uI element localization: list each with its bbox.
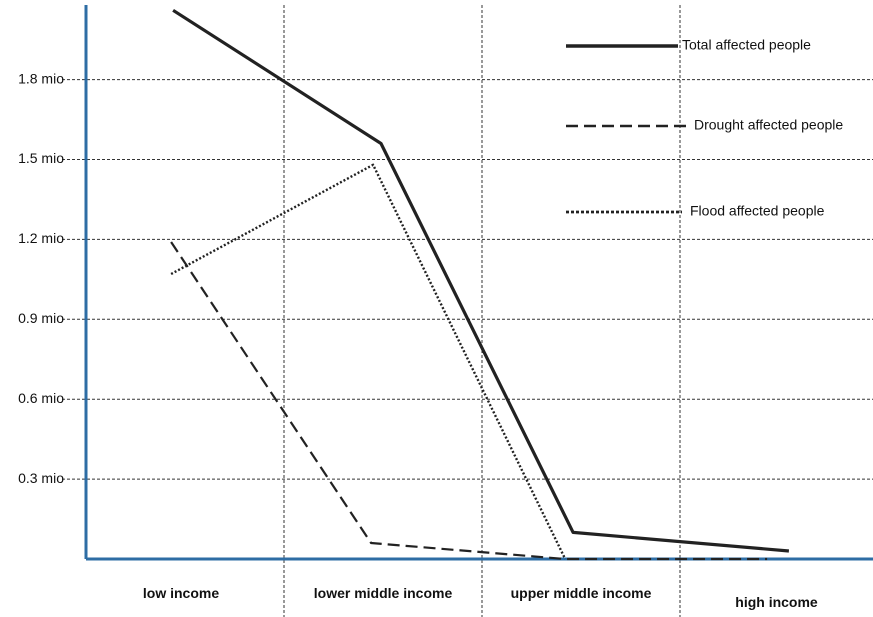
legend: Total affected people Drought affected pe…	[566, 37, 843, 219]
x-category-label: lower middle income	[314, 585, 453, 601]
axes	[84, 5, 873, 561]
y-tick-labels: 0.3 mio 0.6 mio 0.9 mio 1.2 mio 1.5 mio 1.8 m…	[18, 70, 64, 486]
x-category-labels: low income lower middle income upper middl…	[143, 585, 818, 610]
y-tick-label: 0.3 mio	[18, 470, 64, 486]
y-tick-label: 0.9 mio	[18, 310, 64, 326]
grid	[62, 5, 873, 617]
y-tick-label: 1.8 mio	[18, 70, 64, 86]
series-line-dashed	[170, 241, 768, 561]
x-category-label: high income	[735, 594, 818, 610]
y-tick-label: 1.5 mio	[18, 150, 64, 166]
x-category-label: low income	[143, 585, 219, 601]
series-line-dotted	[170, 163, 567, 560]
series-lines	[170, 8, 790, 561]
x-category-label: upper middle income	[511, 585, 652, 601]
series-line-solid	[172, 8, 790, 553]
legend-label: Drought affected people	[694, 117, 843, 133]
legend-label: Flood affected people	[690, 203, 825, 219]
y-tick-label: 0.6 mio	[18, 390, 64, 406]
legend-label: Total affected people	[682, 37, 811, 53]
y-tick-label: 1.2 mio	[18, 230, 64, 246]
